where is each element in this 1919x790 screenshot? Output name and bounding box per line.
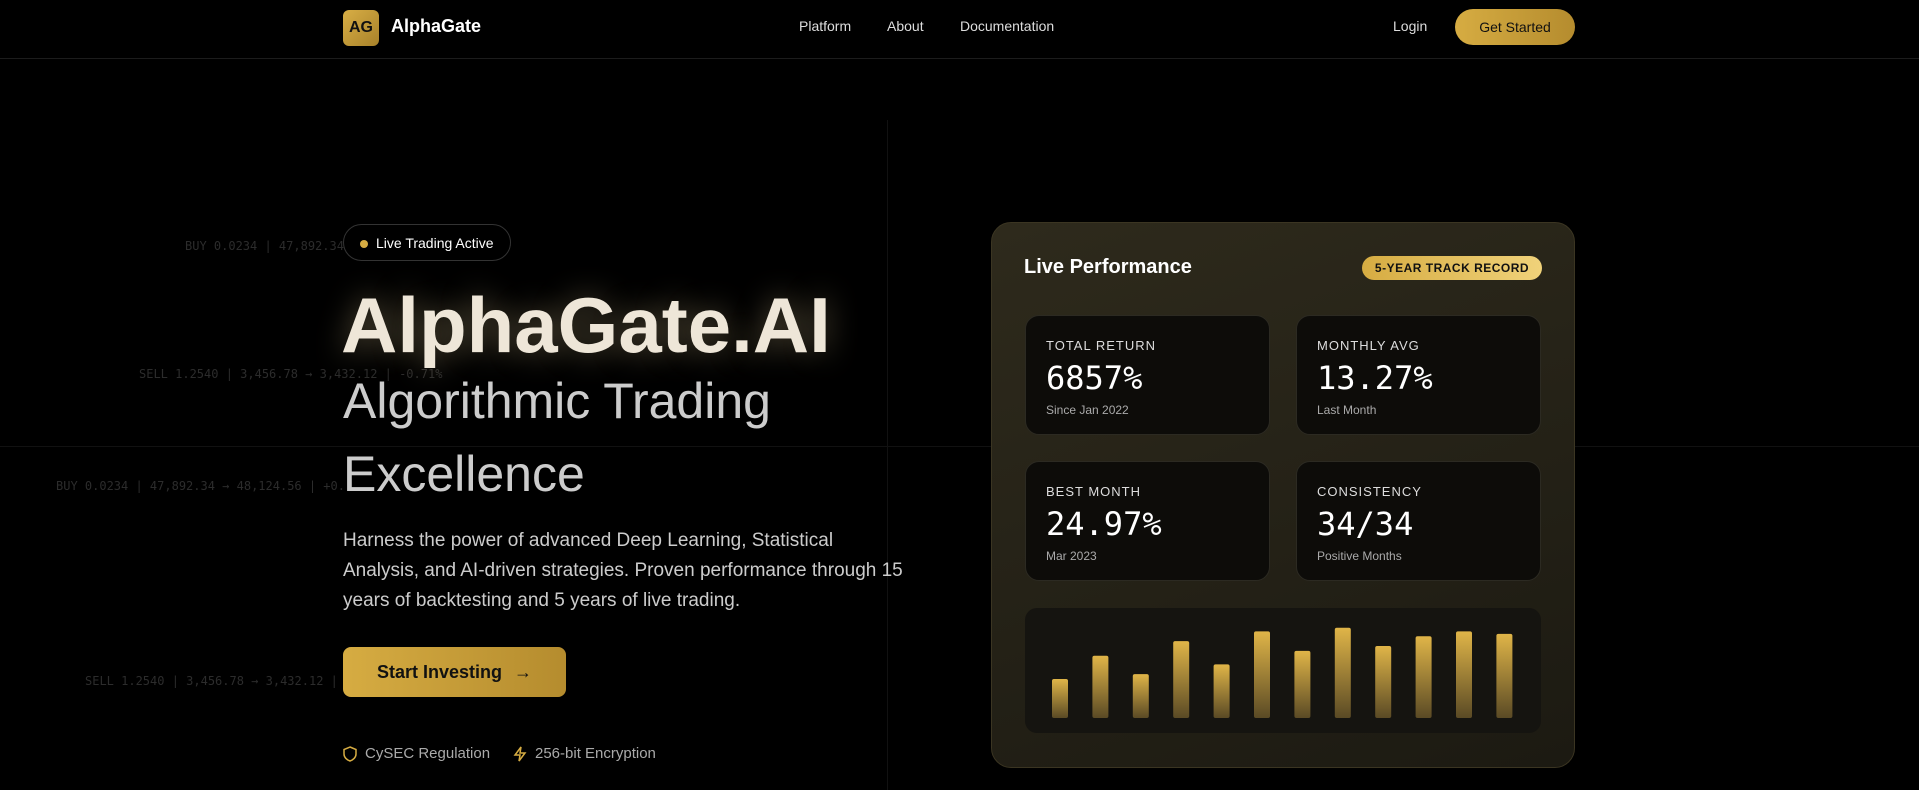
ticker: BUY 0.0234 | 47,892.34 → 48,124.56 | +0. <box>56 479 345 493</box>
stat-value: 13.27% <box>1317 359 1433 397</box>
hero-subtitle: Algorithmic Trading <box>343 373 771 429</box>
hero-title: AlphaGate.AI <box>341 281 831 369</box>
bar <box>1375 646 1392 718</box>
stat-sub: Last Month <box>1317 403 1377 417</box>
nav-link[interactable]: Documentation <box>960 18 1055 34</box>
logo[interactable]: AG <box>343 10 379 46</box>
bar <box>1052 678 1068 718</box>
bar <box>1456 631 1472 718</box>
stat-card: TOTAL RETURN 6857% Since Jan 2022 <box>1025 315 1270 435</box>
feature-label: 256-bit Encryption <box>535 745 656 762</box>
brand[interactable]: AlphaGate <box>391 16 482 36</box>
card-title: Live Performance <box>1024 256 1192 278</box>
stat-sub: Mar 2023 <box>1046 549 1097 563</box>
divider <box>887 120 888 790</box>
feature-label: CySEC Regulation <box>365 745 491 762</box>
stat-label: CONSISTENCY <box>1317 484 1422 499</box>
bar <box>1254 631 1270 718</box>
stat-card: MONTHLY AVG 13.27% Last Month <box>1296 315 1541 435</box>
nav-link[interactable]: Platform <box>799 18 852 34</box>
bar <box>1213 664 1230 718</box>
get-started[interactable]: Get Started <box>1455 9 1575 45</box>
ticker: SELL 1.2540 | 3,456.78 → 3,432.12 | -0.7… <box>139 367 443 381</box>
bar <box>1334 627 1351 718</box>
shield-icon <box>343 745 357 762</box>
stat-label: TOTAL RETURN <box>1046 338 1156 353</box>
cta-label: Start Investing <box>376 661 503 682</box>
bar <box>1496 633 1513 718</box>
ticker: BUY 0.0234 | 47,892.34 <box>185 239 344 253</box>
bar <box>1415 636 1432 718</box>
bar <box>1294 650 1311 718</box>
stat-value: 6857% <box>1046 359 1143 397</box>
stat-value: 24.97% <box>1046 505 1162 543</box>
bar <box>1173 641 1190 718</box>
track-badge: 5-YEAR TRACK RECORD <box>1362 256 1542 280</box>
ticker: SELL 1.2540 | 3,456.78 → 3,432.12 | <box>85 674 338 688</box>
navbar <box>0 0 1919 59</box>
stat-sub: Positive Months <box>1317 549 1402 563</box>
bar-chart <box>1025 608 1541 733</box>
bar <box>1092 655 1109 718</box>
hero-description: Harness the power of advanced Deep Learn… <box>343 530 903 611</box>
bolt-icon <box>513 746 527 761</box>
nav-link[interactable]: About <box>887 18 924 34</box>
bars <box>1052 627 1513 718</box>
arrow-icon: → <box>514 661 533 682</box>
stat-label: MONTHLY AVG <box>1317 338 1420 353</box>
bar <box>1132 674 1149 718</box>
login[interactable]: Login <box>1393 18 1428 34</box>
hero-subtitle: Excellence <box>343 446 585 502</box>
live-badge: Live Trading Active <box>343 224 511 261</box>
divider <box>0 446 1919 447</box>
feature: 256-bit Encryption <box>513 745 656 762</box>
stat-sub: Since Jan 2022 <box>1046 403 1129 417</box>
start-investing[interactable]: Start Investing → <box>343 647 566 697</box>
stat-card: CONSISTENCY 34/34 Positive Months <box>1296 461 1541 581</box>
stat-label: BEST MONTH <box>1046 484 1141 499</box>
stat-value: 34/34 <box>1317 505 1414 543</box>
feature: CySEC Regulation <box>343 745 490 762</box>
stat-card: BEST MONTH 24.97% Mar 2023 <box>1025 461 1270 581</box>
